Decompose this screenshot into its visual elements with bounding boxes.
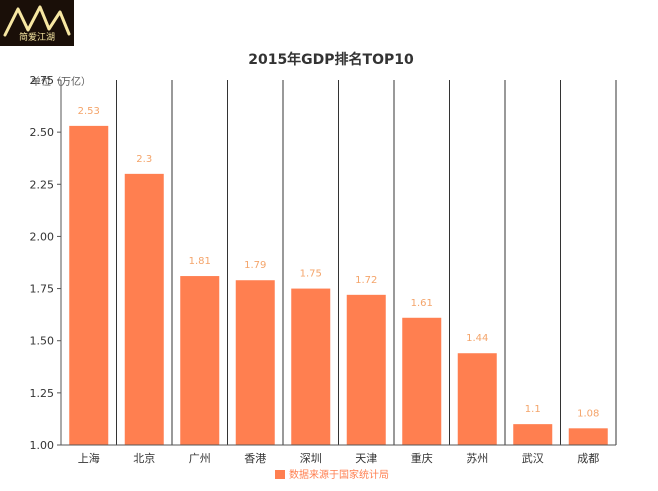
logo-text: 简爱江湖	[19, 31, 55, 43]
x-tick-label: 成都	[577, 452, 599, 465]
legend-swatch	[275, 470, 285, 479]
bar[interactable]	[513, 424, 553, 445]
bar-value-label: 1.08	[577, 408, 599, 419]
site-logo: 简爱江湖	[0, 0, 74, 46]
bar-value-label: 1.79	[244, 260, 266, 271]
x-tick-label: 广州	[189, 452, 211, 465]
y-axis-ticks: 1.00 1.25 1.50 1.75 2.00 2.25 2.50 2.75	[30, 74, 61, 452]
chart-title: 2015年GDP排名TOP10	[248, 51, 414, 68]
bar[interactable]	[235, 280, 275, 445]
x-tick-label: 深圳	[300, 452, 322, 465]
bar-data-labels: 2.53 2.3 1.81 1.79 1.75 1.72 1.61 1.44 1.1 1.08	[78, 106, 600, 419]
vertical-grid-lines	[116, 80, 617, 445]
bar[interactable]	[180, 276, 220, 445]
y-tick-label: 1.00	[30, 439, 55, 452]
bar-value-label: 2.53	[78, 106, 100, 117]
bar[interactable]	[291, 288, 331, 445]
x-tick-label: 北京	[133, 451, 155, 465]
bar-series	[69, 125, 608, 445]
chart-axes	[60, 80, 616, 446]
x-tick-label: 武汉	[522, 452, 544, 465]
x-tick-label: 苏州	[466, 452, 488, 465]
y-tick-label: 2.75	[30, 74, 55, 87]
x-tick-label: 天津	[355, 452, 377, 465]
bar[interactable]	[457, 353, 497, 445]
logo-brush-stroke	[3, 5, 71, 37]
bar[interactable]	[124, 173, 164, 445]
bar[interactable]	[346, 294, 386, 445]
bar-value-label: 1.81	[189, 256, 211, 267]
bar-value-label: 1.72	[355, 275, 377, 286]
y-tick-label: 2.25	[30, 178, 55, 191]
bar-value-label: 2.3	[136, 154, 152, 165]
x-axis-ticks: 上海 北京 广州 香港 深圳 天津 重庆 苏州 武汉 成都	[78, 451, 600, 465]
bar-value-label: 1.44	[466, 333, 488, 344]
chart-legend[interactable]: 数据来源于国家统计局	[275, 468, 389, 481]
bar-value-label: 1.1	[525, 404, 541, 415]
x-tick-label: 香港	[244, 452, 266, 465]
bar[interactable]	[568, 428, 608, 445]
x-tick-label: 上海	[78, 451, 100, 465]
y-tick-label: 2.00	[30, 230, 55, 243]
x-tick-label: 重庆	[411, 451, 433, 465]
bar-value-label: 1.75	[300, 269, 322, 280]
y-tick-label: 1.25	[30, 387, 55, 400]
bar[interactable]	[69, 125, 109, 445]
y-tick-label: 1.75	[30, 283, 55, 296]
bar-value-label: 1.61	[411, 298, 433, 309]
y-tick-label: 1.50	[30, 335, 55, 348]
bar[interactable]	[402, 317, 442, 445]
legend-label: 数据来源于国家统计局	[289, 468, 389, 481]
y-tick-label: 2.50	[30, 126, 55, 139]
